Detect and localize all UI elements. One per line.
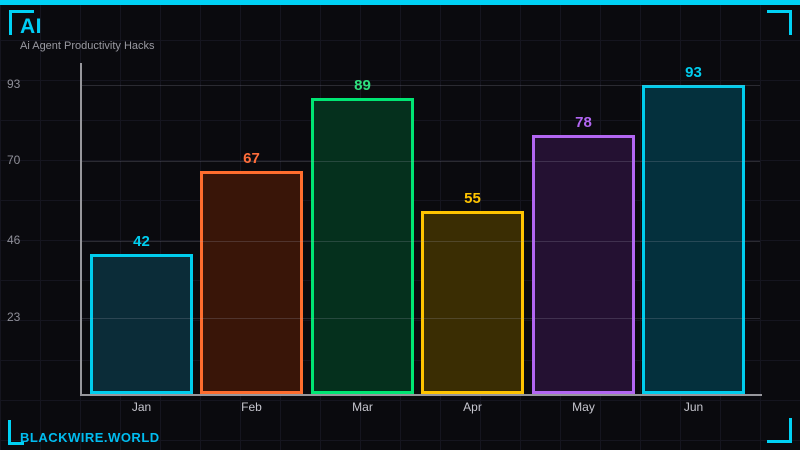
bar-value-label: 55 (464, 190, 481, 207)
x-axis-line (80, 394, 762, 396)
x-axis-label: Jun (683, 400, 704, 414)
bar-mar (311, 98, 414, 394)
brand-watermark: BLACKWIRE.WORLD (20, 430, 160, 445)
bar-value-label: 89 (354, 77, 371, 94)
bar-value-label: 78 (575, 114, 592, 131)
chart-subtitle: Ai Agent Productivity Hacks (20, 40, 155, 52)
corner-bracket-top-left (9, 10, 34, 35)
h-gridline (82, 85, 760, 86)
bar-jan (90, 254, 193, 394)
h-gridline (82, 241, 760, 242)
y-axis-tick-label: 46 (7, 233, 21, 247)
page-title: AI (20, 15, 42, 38)
h-gridline (82, 318, 760, 319)
bar-feb (200, 171, 303, 394)
y-axis-tick-label: 70 (7, 153, 21, 167)
corner-bracket-bottom-right (767, 418, 792, 443)
x-axis-label: Apr (463, 400, 482, 414)
bar-value-label: 42 (133, 233, 150, 250)
corner-bracket-top-right (767, 10, 792, 35)
bar-may (532, 135, 635, 394)
x-axis-label: Mar (352, 400, 373, 414)
h-gridline (82, 161, 760, 162)
y-axis-tick-label: 23 (7, 310, 21, 324)
y-axis-line (80, 63, 82, 396)
bar-value-label: 93 (685, 64, 702, 81)
bar-value-label: 67 (243, 150, 260, 167)
x-axis-label: Feb (241, 400, 262, 414)
top-accent-bar (0, 0, 800, 5)
corner-bracket-bottom-left (8, 420, 24, 445)
x-axis-label: May (572, 400, 595, 414)
bar-apr (421, 211, 524, 394)
bar-jun (642, 85, 745, 394)
x-axis-label: Jan (131, 400, 152, 414)
y-axis-tick-label: 93 (7, 77, 21, 91)
